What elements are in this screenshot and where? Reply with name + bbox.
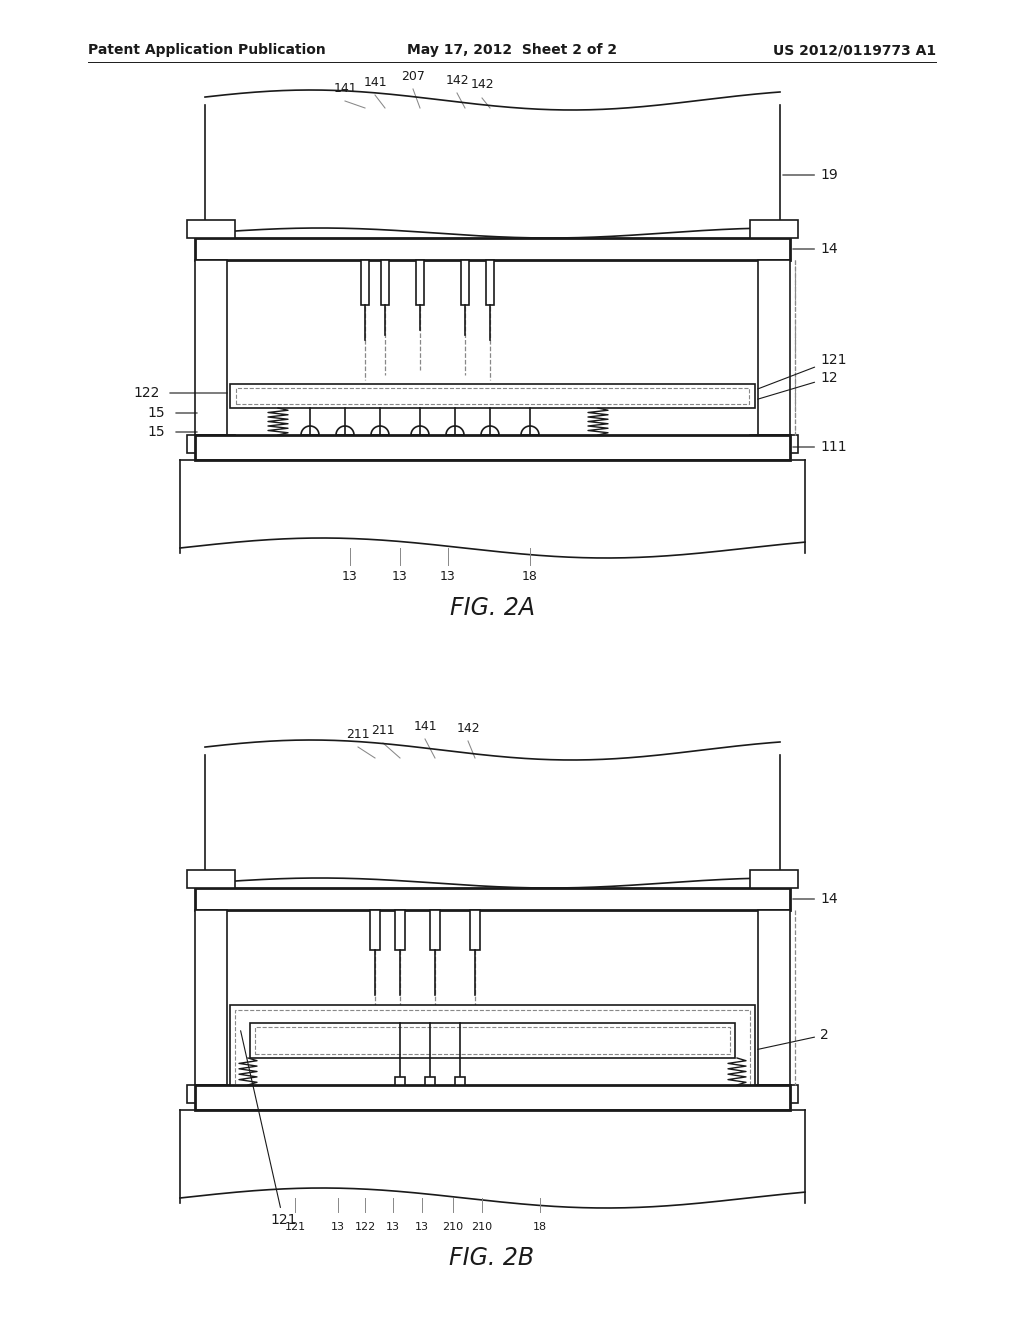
Bar — [750, 870, 798, 888]
Bar — [187, 870, 234, 888]
Bar — [370, 909, 380, 950]
Text: 121: 121 — [285, 1222, 305, 1232]
Text: FIG. 2B: FIG. 2B — [450, 1246, 535, 1270]
Text: 18: 18 — [522, 570, 538, 583]
Text: 207: 207 — [401, 70, 425, 82]
Bar — [195, 909, 227, 1085]
Text: Patent Application Publication: Patent Application Publication — [88, 44, 326, 57]
Text: 13: 13 — [440, 570, 456, 583]
Bar — [195, 436, 790, 459]
Text: 2: 2 — [758, 1028, 828, 1049]
Text: 12: 12 — [758, 371, 838, 399]
Bar — [187, 436, 234, 453]
Bar — [425, 1077, 435, 1085]
Text: 142: 142 — [456, 722, 480, 734]
Bar — [255, 1027, 730, 1053]
Text: 13: 13 — [386, 1222, 400, 1232]
Bar — [381, 260, 389, 305]
Text: 141: 141 — [364, 75, 387, 88]
Text: 142: 142 — [470, 78, 494, 91]
Text: 13: 13 — [415, 1222, 429, 1232]
Bar — [750, 1085, 798, 1104]
Text: 211: 211 — [371, 723, 395, 737]
Text: 15: 15 — [147, 407, 165, 420]
Text: 13: 13 — [331, 1222, 345, 1232]
Bar — [758, 909, 790, 1085]
Bar — [230, 1005, 755, 1105]
Bar — [758, 260, 790, 436]
Bar — [195, 260, 227, 436]
Bar — [230, 384, 755, 408]
Bar — [195, 1085, 790, 1110]
Text: 13: 13 — [342, 570, 357, 583]
Bar — [395, 1077, 406, 1085]
Text: May 17, 2012  Sheet 2 of 2: May 17, 2012 Sheet 2 of 2 — [407, 44, 617, 57]
Bar — [461, 260, 469, 305]
Text: US 2012/0119773 A1: US 2012/0119773 A1 — [773, 44, 936, 57]
Bar — [750, 220, 798, 238]
Text: 121: 121 — [758, 352, 847, 389]
Text: 15: 15 — [147, 425, 165, 440]
Text: 121: 121 — [241, 1031, 297, 1228]
Text: 19: 19 — [782, 168, 838, 182]
Bar — [750, 436, 798, 453]
Text: 142: 142 — [445, 74, 469, 87]
Text: 211: 211 — [346, 727, 370, 741]
Bar — [395, 909, 406, 950]
Bar — [361, 260, 369, 305]
Bar — [486, 260, 494, 305]
Text: FIG. 2A: FIG. 2A — [450, 597, 535, 620]
Bar — [234, 1010, 750, 1100]
Bar — [195, 238, 790, 260]
Text: 141: 141 — [414, 719, 437, 733]
Text: 141: 141 — [333, 82, 356, 95]
Bar — [416, 260, 424, 305]
Bar — [195, 888, 790, 909]
Text: 14: 14 — [793, 242, 838, 256]
Text: 13: 13 — [392, 570, 408, 583]
Text: 111: 111 — [793, 440, 847, 454]
Bar — [430, 909, 440, 950]
Text: 122: 122 — [133, 385, 160, 400]
Bar — [187, 1085, 234, 1104]
Bar — [250, 1023, 735, 1059]
Bar — [455, 1077, 465, 1085]
Bar — [236, 388, 749, 404]
Text: 18: 18 — [532, 1222, 547, 1232]
Text: 122: 122 — [354, 1222, 376, 1232]
Bar — [470, 909, 480, 950]
Bar — [187, 220, 234, 238]
Text: 14: 14 — [793, 892, 838, 906]
Text: 210: 210 — [442, 1222, 464, 1232]
Text: 210: 210 — [471, 1222, 493, 1232]
